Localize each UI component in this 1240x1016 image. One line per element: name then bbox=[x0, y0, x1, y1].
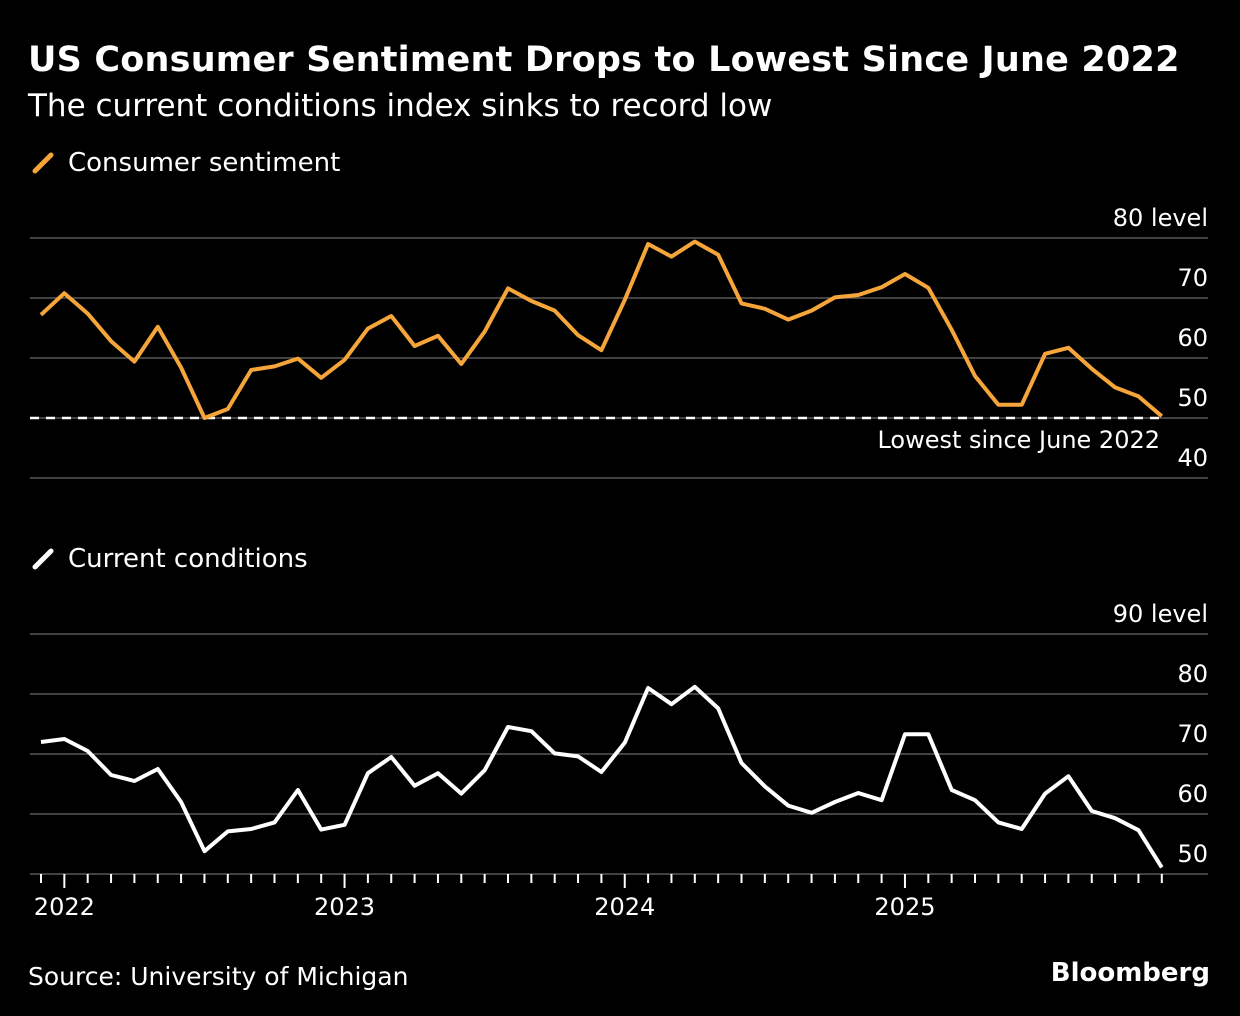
legend-swatch-current-icon bbox=[32, 548, 54, 570]
y-tick-label-sentiment-80: 80 level bbox=[1113, 204, 1208, 232]
x-axis: 2022 2023 2024 2025 bbox=[34, 874, 1163, 921]
y-tick-label-sentiment-40: 40 bbox=[1177, 444, 1208, 472]
chart-title: US Consumer Sentiment Drops to Lowest Si… bbox=[28, 40, 1180, 80]
panel-current-conditions: 90 level 80 70 60 50 bbox=[30, 600, 1208, 875]
y-tick-label-sentiment-70: 70 bbox=[1177, 264, 1208, 292]
panel-consumer-sentiment: 80 level 70 60 50 40 Lowest since June 2022 bbox=[30, 204, 1208, 479]
legend-label-current: Current conditions bbox=[68, 544, 308, 574]
y-tick-label-current-60: 60 bbox=[1177, 780, 1208, 808]
y-tick-label-current-70: 70 bbox=[1177, 720, 1208, 748]
y-tick-label-sentiment-60: 60 bbox=[1177, 324, 1208, 352]
bloomberg-logo: Bloomberg bbox=[1050, 958, 1210, 988]
y-tick-label-current-80: 80 bbox=[1177, 660, 1208, 688]
series-line-sentiment bbox=[39, 239, 1164, 420]
legend-swatch-sentiment-icon bbox=[32, 152, 54, 174]
source-note: Source: University of Michigan bbox=[28, 962, 409, 991]
legend-consumer-sentiment: Consumer sentiment bbox=[32, 148, 340, 178]
reference-line-label: Lowest since June 2022 bbox=[877, 426, 1160, 454]
legend-current-conditions: Current conditions bbox=[32, 544, 308, 574]
x-tick-label-2023: 2023 bbox=[314, 893, 375, 921]
y-tick-label-sentiment-50: 50 bbox=[1177, 384, 1208, 412]
x-tick-label-2024: 2024 bbox=[594, 893, 655, 921]
legend-label-sentiment: Consumer sentiment bbox=[68, 148, 341, 178]
series-line-current bbox=[40, 684, 1164, 869]
chart-subtitle: The current conditions index sinks to re… bbox=[28, 88, 773, 124]
x-tick-label-2025: 2025 bbox=[874, 893, 935, 921]
y-tick-label-current-50: 50 bbox=[1177, 840, 1208, 868]
y-tick-label-current-90: 90 level bbox=[1113, 600, 1208, 628]
x-tick-label-2022: 2022 bbox=[34, 893, 95, 921]
